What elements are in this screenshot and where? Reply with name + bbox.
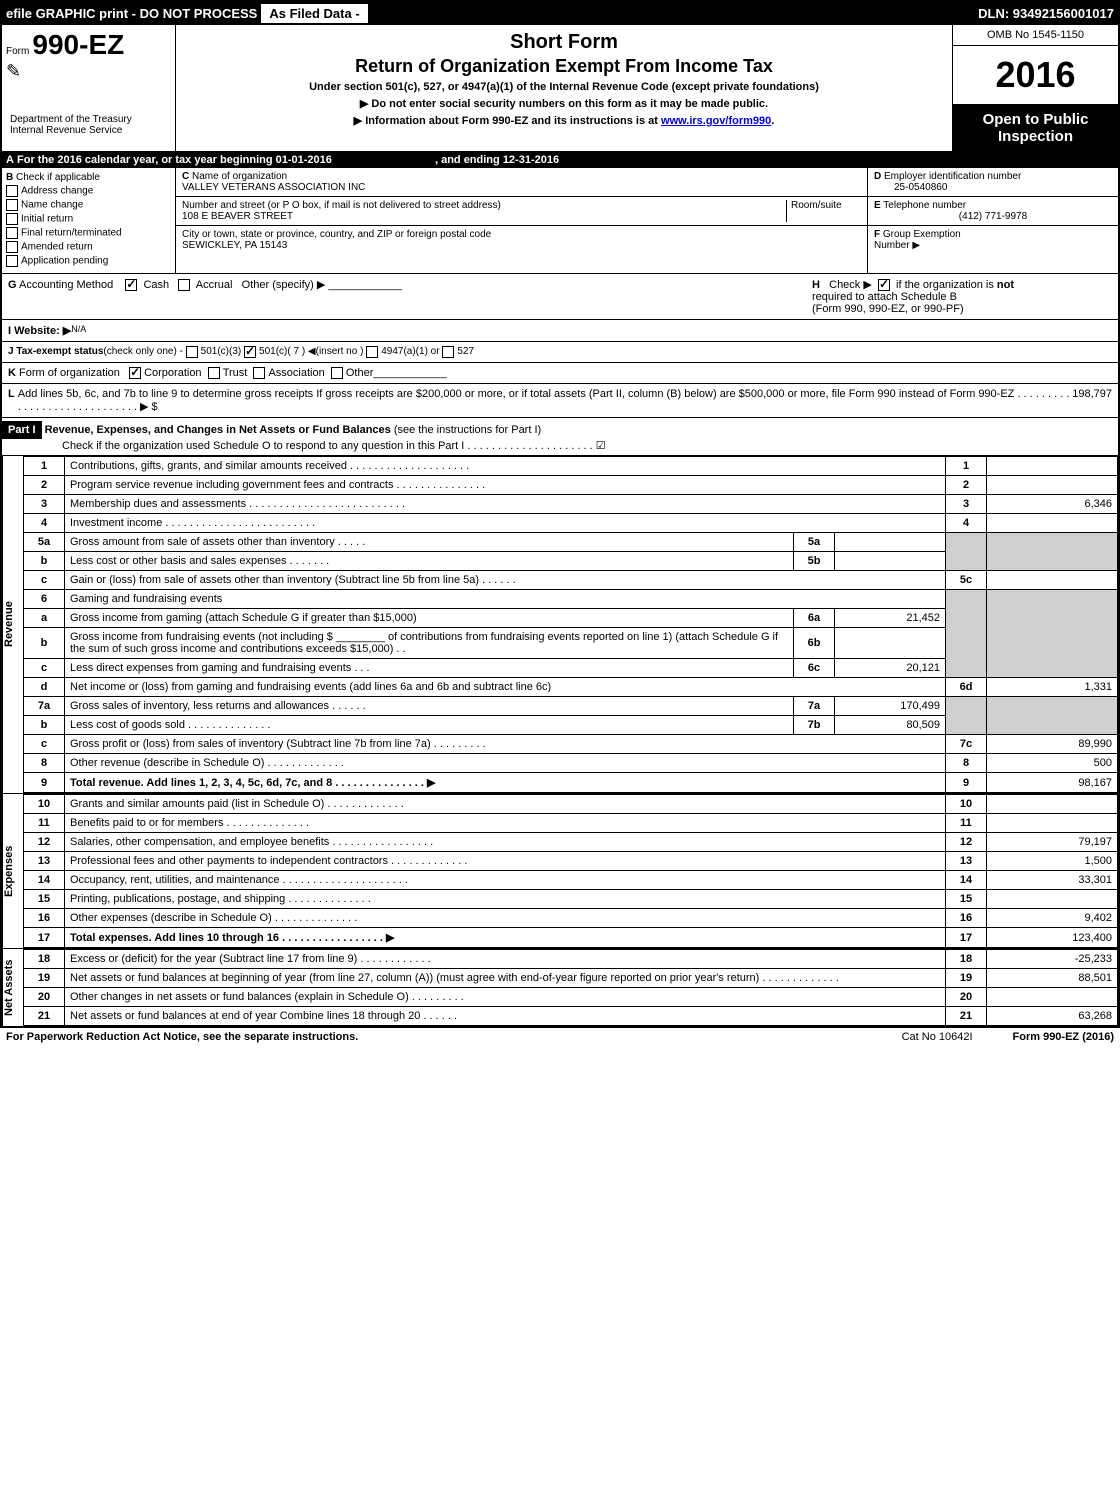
- inspection-box: Open to Public Inspection: [953, 105, 1118, 151]
- revenue-table: 1Contributions, gifts, grants, and simil…: [23, 456, 1118, 793]
- notice2: ▶ Information about Form 990-EZ and its …: [180, 114, 948, 127]
- tax-year: 2016: [953, 46, 1118, 105]
- section-a: A For the 2016 calendar year, or tax yea…: [2, 152, 1118, 168]
- city: SEWICKLEY, PA 15143: [182, 240, 287, 251]
- irs-link[interactable]: www.irs.gov/form990: [661, 115, 771, 127]
- form-number: 990-EZ: [32, 29, 124, 60]
- subtitle: Under section 501(c), 527, or 4947(a)(1)…: [180, 81, 948, 93]
- header-center: Short Form Return of Organization Exempt…: [176, 25, 952, 151]
- row-j: J Tax-exempt status (check only one) - 5…: [2, 342, 1118, 363]
- checkbox-cash[interactable]: [125, 279, 137, 291]
- checkbox-pending[interactable]: [6, 255, 18, 267]
- form-prefix: Form: [6, 46, 29, 57]
- website: N/A: [71, 324, 86, 337]
- dept-treasury: Department of the Treasury: [10, 114, 167, 125]
- expenses-label: Expenses: [2, 794, 23, 948]
- part1-label: Part I: [2, 421, 42, 439]
- revenue-section: Revenue 1Contributions, gifts, grants, a…: [2, 456, 1118, 794]
- short-form-title: Short Form: [180, 31, 948, 54]
- expenses-section: Expenses 10Grants and similar amounts pa…: [2, 794, 1118, 949]
- col-b: B Check if applicable Address change Nam…: [2, 168, 176, 273]
- col-c: C Name of organization VALLEY VETERANS A…: [176, 168, 867, 273]
- top-bar: efile GRAPHIC print - DO NOT PROCESS As …: [2, 2, 1118, 25]
- footer: For Paperwork Reduction Act Notice, see …: [0, 1028, 1120, 1046]
- checkbox-h[interactable]: [878, 279, 890, 291]
- checkbox-address[interactable]: [6, 185, 18, 197]
- checkbox-final[interactable]: [6, 227, 18, 239]
- row-i: I Website: ▶ N/A: [2, 320, 1118, 342]
- footer-right: Form 990-EZ (2016): [1013, 1031, 1114, 1043]
- netassets-table: 18Excess or (deficit) for the year (Subt…: [23, 949, 1118, 1026]
- netassets-label: Net Assets: [2, 949, 23, 1026]
- header-right: OMB No 1545-1150 2016 Open to Public Ins…: [952, 25, 1118, 151]
- pencil-icon: ✎: [6, 61, 171, 82]
- row-g-h: G Accounting Method Cash Accrual Other (…: [2, 274, 1118, 320]
- checkbox-accrual[interactable]: [178, 279, 190, 291]
- row-k: K Form of organization Corporation Trust…: [2, 363, 1118, 384]
- col-de: D Employer identification number 25-0540…: [867, 168, 1118, 273]
- dln-text: DLN: 93492156001017: [978, 6, 1114, 21]
- footer-mid: Cat No 10642I: [902, 1031, 973, 1043]
- checkbox-initial[interactable]: [6, 213, 18, 225]
- row-l: L Add lines 5b, 6c, and 7b to line 9 to …: [2, 384, 1118, 418]
- main-grid: B Check if applicable Address change Nam…: [2, 168, 1118, 274]
- revenue-label: Revenue: [2, 456, 23, 793]
- ein: 25-0540860: [894, 182, 947, 193]
- form-990ez: efile GRAPHIC print - DO NOT PROCESS As …: [0, 0, 1120, 1028]
- gross-receipts: 198,797: [1072, 388, 1112, 413]
- checkbox-name[interactable]: [6, 199, 18, 211]
- org-name: VALLEY VETERANS ASSOCIATION INC: [182, 182, 365, 193]
- main-title: Return of Organization Exempt From Incom…: [180, 56, 948, 77]
- footer-left: For Paperwork Reduction Act Notice, see …: [6, 1031, 862, 1043]
- part1-header-row: Part I Revenue, Expenses, and Changes in…: [2, 418, 1118, 456]
- as-filed-box: As Filed Data -: [261, 4, 367, 23]
- expenses-table: 10Grants and similar amounts paid (list …: [23, 794, 1118, 948]
- phone: (412) 771-9978: [874, 211, 1112, 222]
- checkbox-amended[interactable]: [6, 241, 18, 253]
- netassets-section: Net Assets 18Excess or (deficit) for the…: [2, 949, 1118, 1026]
- efile-text: efile GRAPHIC print - DO NOT PROCESS: [6, 6, 257, 21]
- dept-irs: Internal Revenue Service: [10, 125, 167, 136]
- header-row: Form 990-EZ ✎ Department of the Treasury…: [2, 25, 1118, 152]
- header-left: Form 990-EZ ✎ Department of the Treasury…: [2, 25, 176, 151]
- omb-number: OMB No 1545-1150: [953, 25, 1118, 46]
- street: 108 E BEAVER STREET: [182, 211, 293, 222]
- notice1: ▶ Do not enter social security numbers o…: [180, 97, 948, 110]
